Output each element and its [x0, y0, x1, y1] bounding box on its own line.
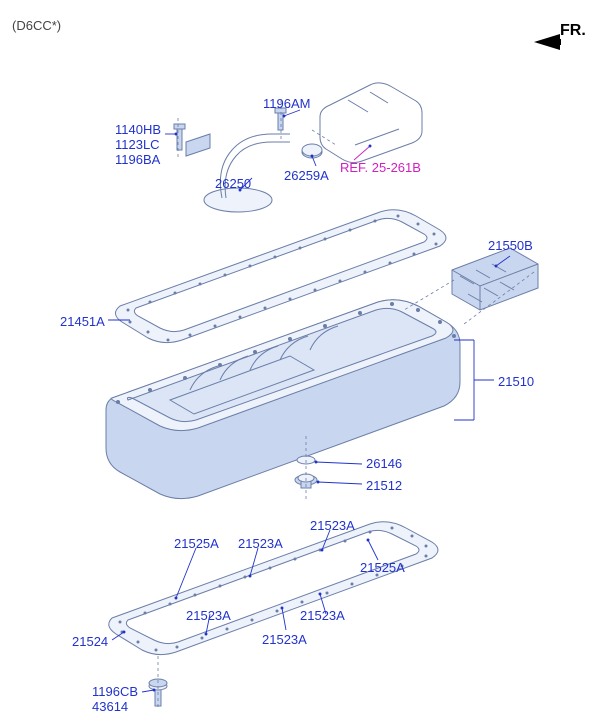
callout-21510: 21510: [498, 374, 534, 389]
ref-part-25-261B: [320, 83, 422, 163]
strainer-assy: [174, 108, 322, 212]
fr-label: FR.: [560, 22, 586, 40]
callout-21550B: 21550B: [488, 238, 533, 253]
callout-26146: 26146: [366, 456, 402, 471]
callout-ref: REF. 25-261B: [340, 160, 421, 175]
callout-21451A: 21451A: [60, 314, 105, 329]
callout-21512: 21512: [366, 478, 402, 493]
callout-1196AM: 1196AM: [263, 96, 310, 111]
callout-21523A-1: 21523A: [238, 536, 283, 551]
callout-21523A-2: 21523A: [310, 518, 355, 533]
callout-21525A-1: 21525A: [174, 536, 219, 551]
callout-26250: 26250: [215, 176, 251, 191]
callout-1196CB: 1196CB: [92, 684, 138, 699]
model-code: (D6CC*): [12, 18, 61, 33]
callout-43614: 43614: [92, 699, 128, 714]
callout-1123LC: 1123LC: [115, 137, 160, 152]
callout-21523A-3: 21523A: [186, 608, 231, 623]
callout-21525A-2: 21525A: [360, 560, 405, 575]
callout-21523A-5: 21523A: [262, 632, 307, 647]
fr-arrow: [534, 34, 561, 50]
parts-diagram: { "header": { "model_code": "(D6CC*)", "…: [0, 0, 590, 727]
callout-21524: 21524: [72, 634, 108, 649]
callout-26259A: 26259A: [284, 168, 329, 183]
callout-21523A-4: 21523A: [300, 608, 345, 623]
callout-1140HB: 1140HB: [115, 122, 161, 137]
callout-1196BA: 1196BA: [115, 152, 160, 167]
ref-leader: [354, 146, 370, 160]
